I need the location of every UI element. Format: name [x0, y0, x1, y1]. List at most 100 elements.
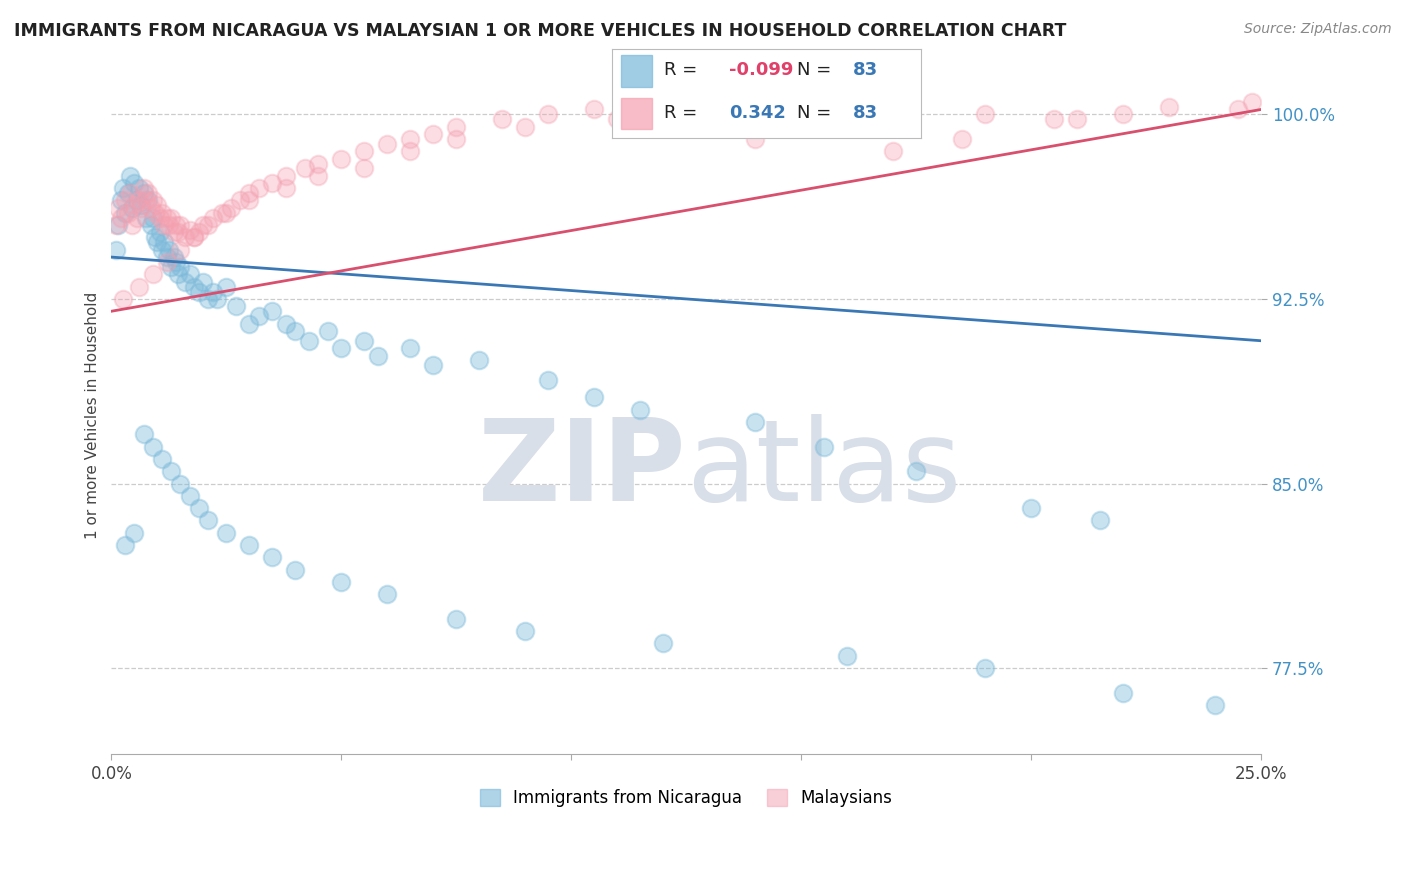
Point [537, 107, 560, 121]
Point [367, 349, 389, 363]
Point [197, 292, 219, 306]
Point [160, 211, 183, 225]
Point [174, 230, 197, 244]
Point [377, 587, 399, 601]
Point [179, 223, 201, 237]
Point [225, 299, 247, 313]
Text: atlas: atlas [686, 415, 962, 525]
Point [882, 145, 904, 159]
Y-axis label: 1 or more Vehicles in Household: 1 or more Vehicles in Household [86, 293, 100, 540]
Text: N =: N = [797, 62, 837, 79]
Point [124, 198, 146, 212]
Point [150, 206, 173, 220]
Point [179, 489, 201, 503]
Point [353, 145, 375, 159]
Point [1159, 100, 1181, 114]
Point [298, 334, 321, 348]
Point [146, 235, 169, 250]
Point [211, 206, 233, 220]
Point [193, 218, 215, 232]
Point [174, 275, 197, 289]
Point [142, 211, 165, 225]
Point [974, 107, 997, 121]
Text: -0.099: -0.099 [730, 62, 793, 79]
Point [276, 181, 298, 195]
Point [107, 201, 129, 215]
Point [238, 186, 260, 200]
Point [128, 279, 150, 293]
Point [143, 206, 166, 220]
Point [1227, 103, 1250, 117]
Point [187, 226, 209, 240]
Point [205, 292, 228, 306]
Point [1066, 112, 1088, 127]
Point [142, 268, 165, 282]
Point [652, 636, 675, 650]
Point [105, 243, 128, 257]
Point [179, 268, 201, 282]
Point [837, 648, 859, 663]
Point [136, 194, 159, 208]
Point [183, 279, 205, 293]
Point [399, 145, 422, 159]
Point [446, 612, 468, 626]
Point [110, 194, 132, 208]
Point [157, 243, 180, 257]
Point [1112, 107, 1135, 121]
Point [114, 194, 136, 208]
Text: N =: N = [797, 104, 837, 122]
Text: 83: 83 [853, 62, 877, 79]
Point [110, 211, 132, 225]
Point [744, 415, 766, 429]
Point [197, 218, 219, 232]
Point [125, 211, 148, 225]
Point [160, 260, 183, 274]
Point [165, 218, 187, 232]
Point [399, 132, 422, 146]
Point [675, 97, 697, 112]
Point [169, 476, 191, 491]
Point [330, 341, 353, 355]
Point [215, 279, 238, 293]
Point [165, 255, 187, 269]
Point [1241, 95, 1264, 109]
Point [515, 624, 537, 639]
Point [583, 390, 606, 404]
Bar [621, 55, 652, 87]
Point [135, 194, 157, 208]
Point [118, 186, 141, 200]
Point [294, 161, 316, 176]
Point [276, 169, 298, 183]
Text: Source: ZipAtlas.com: Source: ZipAtlas.com [1244, 22, 1392, 37]
Point [1090, 513, 1112, 527]
Point [139, 218, 162, 232]
Point [169, 260, 191, 274]
Point [307, 169, 329, 183]
Point [157, 218, 180, 232]
Point [974, 661, 997, 675]
Point [187, 501, 209, 516]
Point [813, 120, 835, 134]
Point [905, 464, 928, 478]
Point [247, 309, 270, 323]
Point [150, 243, 173, 257]
Point [262, 176, 284, 190]
Point [187, 285, 209, 299]
Point [238, 538, 260, 552]
Point [201, 285, 224, 299]
Point [229, 194, 252, 208]
Point [139, 201, 162, 215]
Point [316, 324, 339, 338]
Point [121, 218, 143, 232]
Point [422, 359, 444, 373]
Point [446, 120, 468, 134]
Text: 83: 83 [853, 104, 877, 122]
Point [699, 107, 721, 121]
Point [247, 181, 270, 195]
Point [125, 194, 148, 208]
Point [628, 100, 651, 114]
Point [606, 112, 628, 127]
Point [132, 186, 155, 200]
Point [155, 211, 177, 225]
Point [135, 211, 157, 225]
